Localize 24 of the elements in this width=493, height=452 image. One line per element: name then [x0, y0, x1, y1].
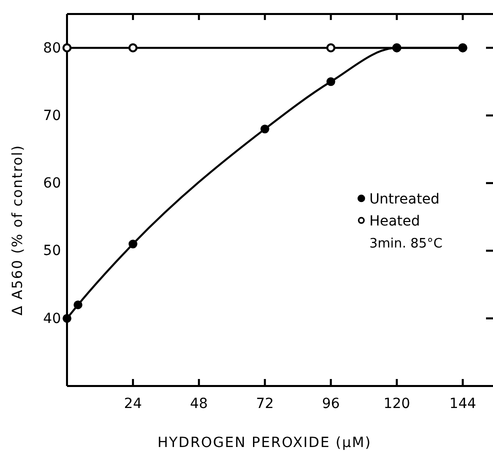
x-tick-label: 24: [124, 396, 142, 412]
x-tick-label: 48: [190, 396, 208, 412]
point: [326, 43, 336, 52]
point: [326, 77, 336, 86]
point: [74, 300, 82, 310]
y-tick-label: 70: [43, 108, 61, 124]
annotation: 3min. 85°C: [369, 236, 442, 252]
y-tick-label: 60: [43, 176, 61, 192]
legend-label: Heated: [369, 213, 420, 230]
x-axis-title: HYDROGEN PEROXIDE (μM): [157, 435, 372, 451]
point: [128, 240, 138, 248]
point: [128, 43, 138, 52]
x-tick-label: 144: [449, 396, 476, 412]
y-axis-title: Δ A560 (% of control): [10, 144, 26, 316]
legend-label: Untreated: [369, 191, 440, 208]
point: [260, 124, 270, 134]
point: [62, 43, 72, 52]
x-tick-label: 120: [383, 396, 410, 412]
x-tick-label: 96: [322, 396, 340, 412]
point: [62, 314, 72, 323]
y-tick-label: 40: [43, 310, 61, 327]
x-tick-label: 72: [256, 396, 274, 412]
y-tick-label: 50: [43, 243, 61, 260]
y-tick-label: 80: [43, 40, 61, 56]
